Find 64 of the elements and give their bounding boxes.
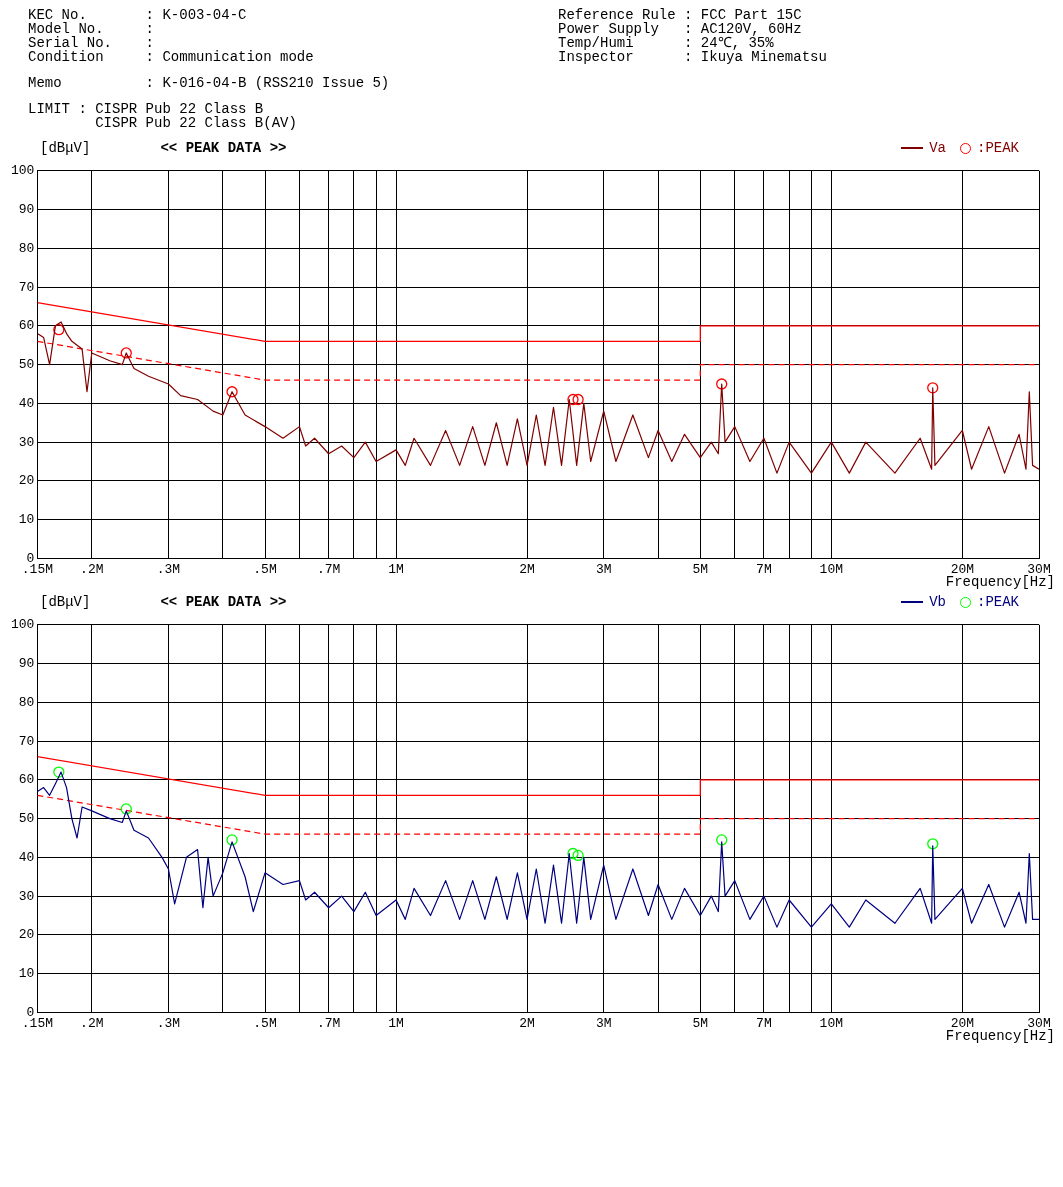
x-tick-label: .3M xyxy=(156,1015,181,1031)
y-tick-label: 20 xyxy=(18,927,35,943)
y-axis-title: [dBμV] xyxy=(40,140,91,156)
y-tick-label: 40 xyxy=(18,849,35,865)
x-tick-label: 20M xyxy=(950,1015,975,1031)
legend-label: Vb xyxy=(929,594,946,610)
x-tick-label: 3M xyxy=(595,1015,612,1031)
x-tick-label: 1M xyxy=(388,561,404,577)
y-tick-label: 60 xyxy=(18,318,35,334)
y-tick-label: 30 xyxy=(18,434,35,450)
text: LIMIT : CISPR Pub 22 Class B CISPR Pub 22 Class B(AV) xyxy=(28,101,298,131)
x-axis-title: Frequency[Hz] xyxy=(945,574,1055,590)
y-tick-label: 80 xyxy=(18,240,35,256)
x-tick-label: 2M xyxy=(519,1015,535,1031)
y-tick-label: 20 xyxy=(18,473,35,489)
y-tick-label: 90 xyxy=(18,656,35,671)
text: Reference Rule : FCC Part 15C xyxy=(558,7,803,23)
y-tick-label: 80 xyxy=(18,694,35,710)
y-tick-label: 10 xyxy=(18,966,35,982)
x-tick-label: .3M xyxy=(156,561,181,577)
x-tick-label: 2M xyxy=(519,561,535,577)
y-tick-label: 60 xyxy=(18,772,35,788)
legend-label: :PEAK xyxy=(976,594,1019,610)
x-tick-label: .5M xyxy=(253,1015,277,1031)
x-tick-label: 7M xyxy=(756,1015,772,1031)
x-tick-label: .15M xyxy=(21,561,54,577)
text: Power Supply : AC120V, 60Hz xyxy=(558,21,803,37)
x-tick-label: 3M xyxy=(595,561,612,577)
x-tick-label: .15M xyxy=(21,1015,54,1031)
x-tick-label: 10M xyxy=(819,1015,844,1031)
text: Memo : K-016-04-B (RSS210 Issue 5) xyxy=(28,75,391,91)
text: Serial No. : xyxy=(28,35,156,51)
y-axis-title: [dBμV] xyxy=(40,594,91,610)
chart-title: << PEAK DATA >> xyxy=(160,140,287,156)
text: Model No. : xyxy=(28,21,156,37)
chart-title: << PEAK DATA >> xyxy=(160,594,287,610)
x-axis-title: Frequency[Hz] xyxy=(945,1028,1055,1044)
y-tick-label: 90 xyxy=(18,202,35,217)
legend-label: Va xyxy=(929,140,946,156)
y-tick-label: 50 xyxy=(18,811,35,827)
x-tick-label: 5M xyxy=(692,561,709,577)
y-tick-label: 70 xyxy=(18,733,35,749)
x-tick-label: 20M xyxy=(950,561,975,577)
y-tick-label: 70 xyxy=(18,279,35,295)
legend-label: :PEAK xyxy=(976,140,1019,156)
x-tick-label: .2M xyxy=(80,561,104,577)
text: Inspector : Ikuya Minematsu xyxy=(558,49,827,65)
y-tick-label: 100 xyxy=(11,617,35,633)
text: Condition : Communication mode xyxy=(28,49,315,65)
x-tick-label: 1M xyxy=(388,1015,404,1031)
x-tick-label: 5M xyxy=(692,1015,709,1031)
x-tick-label: 10M xyxy=(819,561,844,577)
x-tick-label: .7M xyxy=(316,1015,341,1031)
text: KEC No. : K-003-04-C xyxy=(28,7,248,23)
y-tick-label: 30 xyxy=(18,888,35,904)
text: Temp/Humi : 24℃, 35% xyxy=(558,35,774,51)
x-tick-label: .7M xyxy=(316,561,341,577)
y-tick-label: 40 xyxy=(18,395,35,411)
y-tick-label: 50 xyxy=(18,357,35,373)
x-tick-label: .2M xyxy=(80,1015,104,1031)
y-tick-label: 100 xyxy=(11,163,35,179)
x-tick-label: .5M xyxy=(253,561,277,577)
x-tick-label: 7M xyxy=(756,561,772,577)
y-tick-label: 10 xyxy=(18,512,35,528)
